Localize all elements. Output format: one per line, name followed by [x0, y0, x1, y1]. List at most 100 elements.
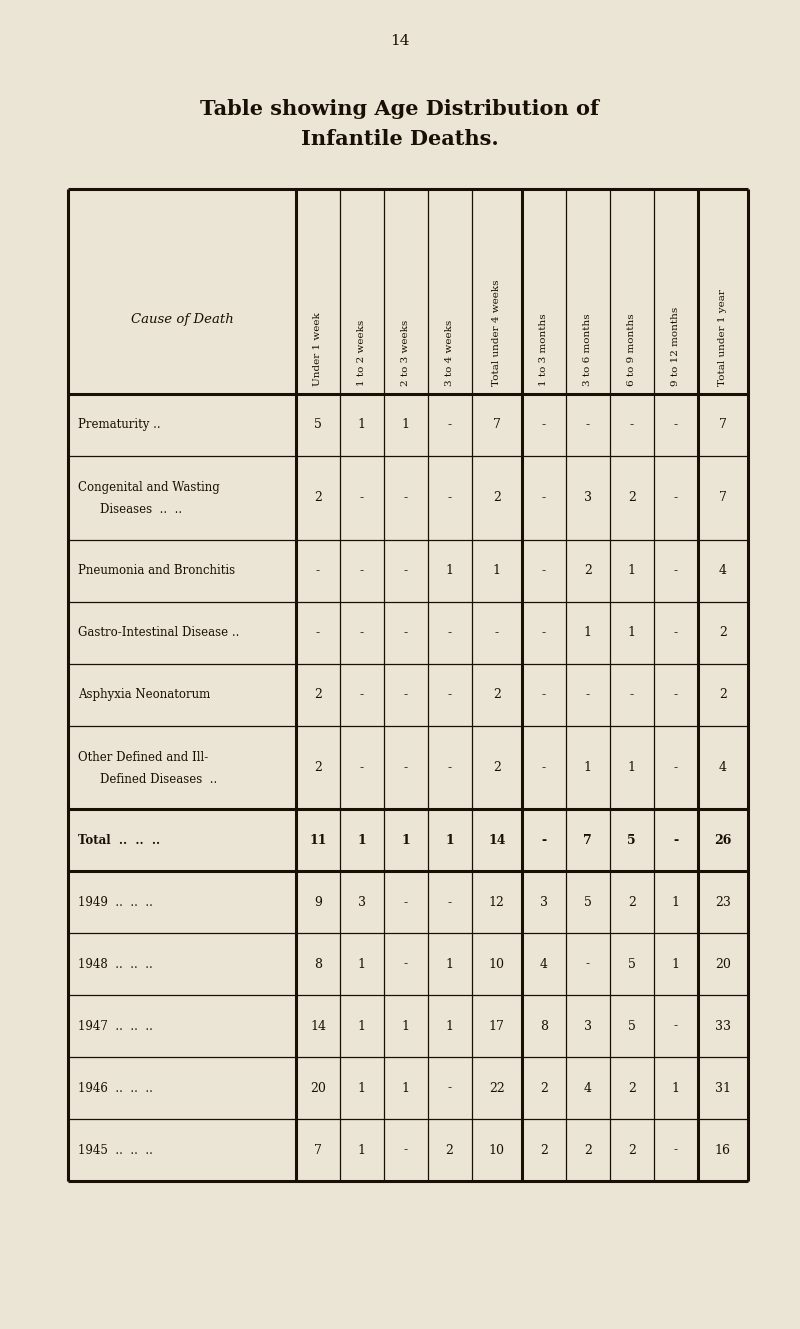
Text: 9 to 12 months: 9 to 12 months — [671, 307, 680, 385]
Text: -: - — [542, 563, 546, 577]
Text: 2: 2 — [493, 492, 501, 504]
Text: 7: 7 — [493, 419, 501, 432]
Text: -: - — [630, 688, 634, 700]
Text: 11: 11 — [309, 833, 326, 847]
Text: 5: 5 — [628, 1019, 636, 1033]
Text: -: - — [447, 626, 452, 639]
Text: 2: 2 — [314, 492, 322, 504]
Text: 1: 1 — [358, 1019, 366, 1033]
Text: -: - — [404, 958, 408, 970]
Text: -: - — [586, 419, 590, 432]
Text: -: - — [404, 626, 408, 639]
Text: 23: 23 — [715, 896, 730, 909]
Text: 1: 1 — [358, 833, 366, 847]
Text: -: - — [447, 762, 452, 773]
Text: 2 to 3 weeks: 2 to 3 weeks — [402, 320, 410, 385]
Text: -: - — [316, 563, 320, 577]
Text: 1: 1 — [358, 419, 366, 432]
Text: 2: 2 — [719, 688, 726, 700]
Text: 1: 1 — [446, 958, 454, 970]
Text: -: - — [360, 626, 364, 639]
Text: -: - — [447, 492, 452, 504]
Text: 5: 5 — [627, 833, 636, 847]
Text: 4: 4 — [718, 563, 726, 577]
Text: 1: 1 — [628, 626, 636, 639]
Text: Other Defined and Ill-: Other Defined and Ill- — [78, 751, 208, 764]
Text: -: - — [674, 626, 678, 639]
Text: 1 to 2 weeks: 1 to 2 weeks — [358, 320, 366, 385]
Text: 1947  ..  ..  ..: 1947 .. .. .. — [78, 1019, 153, 1033]
Text: -: - — [360, 563, 364, 577]
Text: -: - — [542, 419, 546, 432]
Text: 2: 2 — [628, 1143, 636, 1156]
Text: 1: 1 — [493, 563, 501, 577]
Text: 1: 1 — [402, 419, 410, 432]
Text: -: - — [542, 626, 546, 639]
Text: 1: 1 — [671, 896, 679, 909]
Text: 2: 2 — [584, 563, 592, 577]
Text: -: - — [360, 492, 364, 504]
Text: 1: 1 — [628, 563, 636, 577]
Text: -: - — [542, 833, 546, 847]
Text: 1: 1 — [671, 958, 679, 970]
Text: -: - — [586, 688, 590, 700]
Text: -: - — [360, 688, 364, 700]
Text: -: - — [447, 688, 452, 700]
Text: -: - — [360, 762, 364, 773]
Text: 2: 2 — [628, 896, 636, 909]
Text: Table showing Age Distribution of: Table showing Age Distribution of — [201, 98, 599, 120]
Text: 4: 4 — [540, 958, 548, 970]
Text: -: - — [673, 833, 678, 847]
Text: 14: 14 — [310, 1019, 326, 1033]
Text: -: - — [674, 1143, 678, 1156]
Text: 2: 2 — [446, 1143, 454, 1156]
Text: 1946  ..  ..  ..: 1946 .. .. .. — [78, 1082, 153, 1095]
Text: 3 to 4 weeks: 3 to 4 weeks — [445, 320, 454, 385]
Text: 1: 1 — [584, 626, 592, 639]
Text: -: - — [674, 492, 678, 504]
Text: Under 1 week: Under 1 week — [314, 312, 322, 385]
Text: 3 to 6 months: 3 to 6 months — [583, 314, 592, 385]
Text: 2: 2 — [719, 626, 726, 639]
Text: Diseases  ..  ..: Diseases .. .. — [100, 504, 182, 516]
Text: Total under 4 weeks: Total under 4 weeks — [492, 279, 502, 385]
Text: -: - — [404, 1143, 408, 1156]
Text: 8: 8 — [540, 1019, 548, 1033]
Text: Congenital and Wasting: Congenital and Wasting — [78, 481, 220, 494]
Text: -: - — [494, 626, 499, 639]
Text: 2: 2 — [628, 1082, 636, 1095]
Text: -: - — [674, 762, 678, 773]
Text: 6 to 9 months: 6 to 9 months — [627, 314, 636, 385]
Text: 2: 2 — [584, 1143, 592, 1156]
Text: 2: 2 — [493, 762, 501, 773]
Text: -: - — [542, 688, 546, 700]
Text: 3: 3 — [584, 492, 592, 504]
Text: 33: 33 — [714, 1019, 730, 1033]
Text: -: - — [674, 1019, 678, 1033]
Text: 22: 22 — [489, 1082, 505, 1095]
Text: 20: 20 — [715, 958, 730, 970]
Text: 10: 10 — [489, 1143, 505, 1156]
Text: 5: 5 — [584, 896, 592, 909]
Text: Asphyxia Neonatorum: Asphyxia Neonatorum — [78, 688, 210, 700]
Text: Gastro-Intestinal Disease ..: Gastro-Intestinal Disease .. — [78, 626, 239, 639]
Text: 1: 1 — [446, 833, 454, 847]
Text: 1948  ..  ..  ..: 1948 .. .. .. — [78, 958, 153, 970]
Text: 2: 2 — [314, 688, 322, 700]
Text: 1: 1 — [446, 1019, 454, 1033]
Text: 1949  ..  ..  ..: 1949 .. .. .. — [78, 896, 153, 909]
Text: 7: 7 — [719, 419, 726, 432]
Text: 2: 2 — [314, 762, 322, 773]
Text: 7: 7 — [719, 492, 726, 504]
Text: 1: 1 — [402, 1019, 410, 1033]
Text: Infantile Deaths.: Infantile Deaths. — [301, 129, 499, 149]
Text: 3: 3 — [540, 896, 548, 909]
Text: 9: 9 — [314, 896, 322, 909]
Text: 14: 14 — [488, 833, 506, 847]
Text: 1: 1 — [446, 563, 454, 577]
Text: 8: 8 — [314, 958, 322, 970]
Text: Cause of Death: Cause of Death — [130, 312, 234, 326]
Text: 17: 17 — [489, 1019, 505, 1033]
Text: 2: 2 — [540, 1082, 548, 1095]
Text: 2: 2 — [628, 492, 636, 504]
